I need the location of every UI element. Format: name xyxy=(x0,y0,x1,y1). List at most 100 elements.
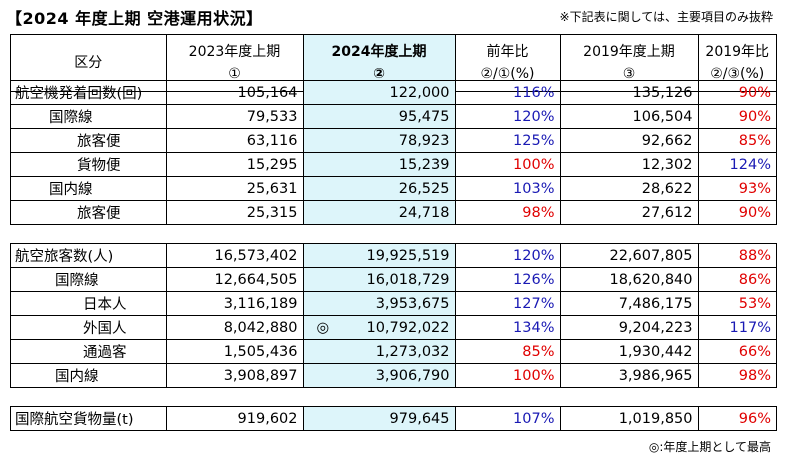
value-2024h1: ◎ 10,792,022 xyxy=(302,315,455,340)
value-vs2019: 90% xyxy=(697,81,776,105)
value-yoy: 125% xyxy=(454,128,560,153)
value-2023h1: 16,573,402 xyxy=(165,244,303,268)
value-2024h1: 122,000 xyxy=(302,81,455,105)
value-2019h1: 106,504 xyxy=(559,104,698,129)
table-row: 国内線 25,631 26,525 103% 28,622 93% xyxy=(11,176,776,201)
value-2023h1: 105,164 xyxy=(165,81,303,105)
value-yoy: 134% xyxy=(454,315,560,340)
value-2023h1: 919,602 xyxy=(165,407,303,430)
value-2024h1: 3,906,790 xyxy=(302,363,455,387)
value-2024h1: 95,475 xyxy=(302,104,455,129)
value-2024h1: 16,018,729 xyxy=(302,267,455,292)
row-label: 旅客便 xyxy=(11,200,166,224)
value-vs2019: 53% xyxy=(697,291,776,316)
table-row: 航空機発着回数(回) 105,164 122,000 116% 135,126 90% xyxy=(11,81,776,105)
value-2019h1: 135,126 xyxy=(559,81,698,105)
value-yoy: 120% xyxy=(454,104,560,129)
value-2023h1: 1,505,436 xyxy=(165,339,303,364)
row-label: 国内線 xyxy=(11,363,166,387)
value-vs2019: 90% xyxy=(697,200,776,224)
row-label: 国際航空貨物量(t) xyxy=(15,412,134,428)
value-2023h1: 63,116 xyxy=(165,128,303,153)
value-vs2019: 98% xyxy=(697,363,776,387)
value-vs2019: 90% xyxy=(697,104,776,129)
value-vs2019: 85% xyxy=(697,128,776,153)
table-section: 航空旅客数(人) 16,573,402 19,925,519 120% 22,607,8… xyxy=(10,243,777,388)
value-2019h1: 92,662 xyxy=(559,128,698,153)
value-yoy: 103% xyxy=(454,176,560,201)
page-title: 【2024 年度上期 空港運用状況】 xyxy=(6,9,263,28)
row-label: 国際線 xyxy=(11,104,166,129)
value-vs2019: 96% xyxy=(697,407,776,430)
value-vs2019: 86% xyxy=(697,267,776,292)
value-2024h1-text: 3,953,675 xyxy=(375,295,450,312)
row-label: 通過客 xyxy=(11,339,166,364)
value-2024h1-text: 15,239 xyxy=(398,156,450,173)
value-yoy: 100% xyxy=(454,363,560,387)
value-2019h1: 12,302 xyxy=(559,152,698,177)
table-row: 旅客便 63,116 78,923 125% 92,662 85% xyxy=(11,128,776,153)
value-2024h1-text: 19,925,519 xyxy=(366,247,450,264)
table-row: 外国人 8,042,880 ◎ 10,792,022 134% 9,204,223 117% xyxy=(11,315,776,340)
row-label: 旅客便 xyxy=(11,128,166,153)
value-2019h1: 1,930,442 xyxy=(559,339,698,364)
value-2024h1-text: 10,792,022 xyxy=(366,319,450,336)
value-2019h1: 7,486,175 xyxy=(559,291,698,316)
value-2024h1: 78,923 xyxy=(302,128,455,153)
header-category: 区分 xyxy=(74,55,103,71)
row-label: 航空機発着回数(回) xyxy=(15,86,143,102)
value-2023h1: 3,908,897 xyxy=(165,363,303,387)
table-row: 国際線 12,664,505 16,018,729 126% 18,620,840 86% xyxy=(11,267,776,292)
value-2023h1: 15,295 xyxy=(165,152,303,177)
value-yoy: 85% xyxy=(454,339,560,364)
value-2024h1-text: 3,906,790 xyxy=(375,367,450,384)
value-2024h1-text: 95,475 xyxy=(398,108,450,125)
table-row: 通過客 1,505,436 1,273,032 85% 1,930,442 66% xyxy=(11,339,776,364)
excerpt-note: ※下記表に関しては、主要項目のみ抜粋 xyxy=(559,10,773,24)
value-yoy: 126% xyxy=(454,267,560,292)
row-label: 国内線 xyxy=(11,176,166,201)
value-2023h1: 79,533 xyxy=(165,104,303,129)
value-2024h1: 1,273,032 xyxy=(302,339,455,364)
table-row: 旅客便 25,315 24,718 98% 27,612 90% xyxy=(11,200,776,224)
value-yoy: 98% xyxy=(454,200,560,224)
value-2024h1-text: 24,718 xyxy=(398,204,450,221)
value-2024h1: 3,953,675 xyxy=(302,291,455,316)
value-2023h1: 3,116,189 xyxy=(165,291,303,316)
value-2024h1-text: 979,645 xyxy=(389,410,450,427)
value-2024h1-text: 1,273,032 xyxy=(375,343,450,360)
table-row: 日本人 3,116,189 3,953,675 127% 7,486,175 53% xyxy=(11,291,776,316)
value-2019h1: 3,986,965 xyxy=(559,363,698,387)
value-2019h1: 28,622 xyxy=(559,176,698,201)
table-row: 国際線 79,533 95,475 120% 106,504 90% xyxy=(11,104,776,129)
value-2024h1-text: 16,018,729 xyxy=(366,271,450,288)
value-2024h1-text: 26,525 xyxy=(398,180,450,197)
value-vs2019: 93% xyxy=(697,176,776,201)
value-2023h1: 25,315 xyxy=(165,200,303,224)
table-row: 貨物便 15,295 15,239 100% 12,302 124% xyxy=(11,152,776,177)
row-label: 航空旅客数(人) xyxy=(15,249,114,265)
value-yoy: 116% xyxy=(454,81,560,105)
value-2023h1: 25,631 xyxy=(165,176,303,201)
value-2019h1: 1,019,850 xyxy=(559,407,698,430)
row-label: 貨物便 xyxy=(11,152,166,177)
table-section: 国際航空貨物量(t) 919,602 979,645 107% 1,019,850 96% xyxy=(10,406,777,431)
record-high-mark: ◎ xyxy=(316,319,330,336)
value-2024h1-text: 122,000 xyxy=(389,84,450,101)
footnote: ◎:年度上期として最高 xyxy=(648,440,771,454)
value-2019h1: 27,612 xyxy=(559,200,698,224)
value-vs2019: 66% xyxy=(697,339,776,364)
row-label: 外国人 xyxy=(11,315,166,340)
value-2024h1: 24,718 xyxy=(302,200,455,224)
value-2019h1: 22,607,805 xyxy=(559,244,698,268)
value-2024h1: 19,925,519 xyxy=(302,244,455,268)
value-2024h1-text: 78,923 xyxy=(398,132,450,149)
value-2024h1: 979,645 xyxy=(302,407,455,430)
value-vs2019: 88% xyxy=(697,244,776,268)
value-vs2019: 124% xyxy=(697,152,776,177)
table-row: 国内線 3,908,897 3,906,790 100% 3,986,965 98% xyxy=(11,363,776,387)
value-yoy: 127% xyxy=(454,291,560,316)
value-2023h1: 8,042,880 xyxy=(165,315,303,340)
row-label: 日本人 xyxy=(11,291,166,316)
value-yoy: 100% xyxy=(454,152,560,177)
